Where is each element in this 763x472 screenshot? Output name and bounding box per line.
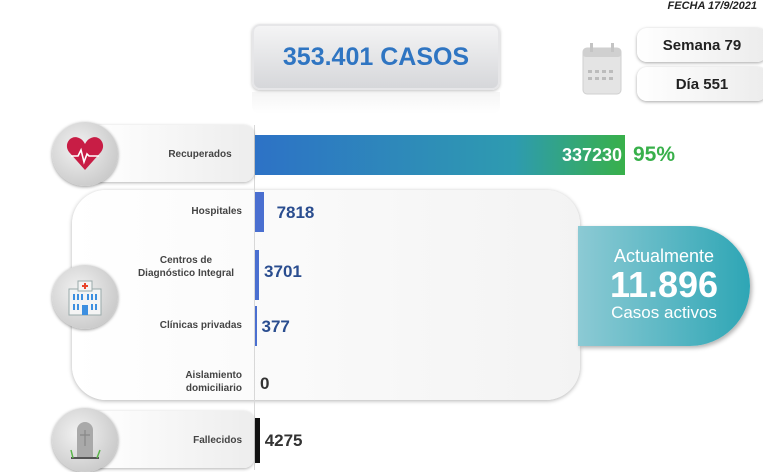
cdi-label-line1: Centros de — [159, 255, 213, 266]
total-cases-box: 353.401 CASOS — [252, 24, 500, 90]
hospital-circle — [52, 265, 118, 329]
hospital-icon — [68, 280, 102, 316]
bar-hospitals — [255, 192, 264, 232]
value-clinics: 377 — [261, 317, 290, 336]
week-box: Semana 79 — [637, 28, 763, 62]
total-cases-reflection — [252, 92, 500, 114]
value-deaths: 4275 — [264, 431, 303, 450]
value-cdi: 3701 — [264, 262, 302, 281]
recovered-percent: 95% — [633, 143, 676, 166]
value-hospitals: 7818 — [276, 203, 315, 222]
cdi-label-line2: Diagnóstico Integral — [137, 268, 235, 279]
deaths-circle — [52, 408, 118, 472]
value-recovered: 337230 — [562, 145, 623, 165]
calendar-icon — [582, 43, 622, 95]
active-value: 11.896 — [609, 264, 719, 305]
cdi-label: Centros de Diagnóstico Integral — [130, 254, 242, 280]
bar-recovered — [255, 135, 625, 175]
day-box: Día 551 — [637, 67, 763, 101]
active-subtitle: Casos activos — [611, 303, 717, 322]
bar-deaths — [255, 418, 260, 463]
bar-clinics — [255, 306, 257, 346]
report-date: FECHA 17/9/2021 — [667, 0, 757, 12]
active-cases-panel — [72, 190, 580, 400]
recovered-circle — [52, 122, 118, 186]
bar-cdi — [255, 250, 260, 300]
active-title: Actualmente — [613, 246, 715, 266]
heart-icon — [66, 137, 104, 170]
recovered-label: Recuperados — [168, 149, 232, 160]
active-cases-badge: Actualmente 11.896 Casos activos — [578, 226, 750, 346]
deaths-label: Fallecidos — [193, 435, 242, 446]
home-label-line2: domiciliario — [185, 383, 242, 394]
home-isolation-label: Aislamiento domiciliario — [150, 369, 242, 395]
tombstone-icon — [70, 422, 101, 459]
home-label-line1: Aislamiento — [185, 370, 242, 381]
clinics-label: Clínicas privadas — [159, 320, 242, 331]
axis-line — [254, 125, 255, 470]
value-home-isolation: 0 — [260, 374, 270, 393]
hospitals-label: Hospitales — [191, 206, 242, 217]
